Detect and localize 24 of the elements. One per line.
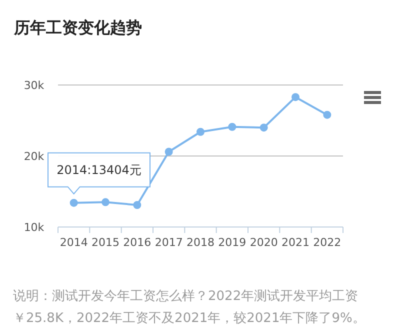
- x-tick-label: 2018: [186, 236, 214, 249]
- point: [292, 93, 300, 102]
- x-tick-label: 2021: [282, 236, 310, 249]
- point: [70, 198, 78, 207]
- x-tick-label: 2022: [313, 236, 342, 249]
- x-tick-label: 2017: [154, 236, 183, 249]
- point: [196, 128, 204, 136]
- text: 说明：测试开发今年工资怎么样？2022年测试开发平均工资￥25.8K，2022年工资不及2021年，较2021年下降了9%。: [13, 288, 366, 328]
- y-tick-label: 10k: [24, 220, 45, 234]
- y-tick-label: 30k: [24, 78, 45, 92]
- x-tick-label: 2020: [250, 236, 278, 249]
- y-tick-label: 20k: [24, 150, 45, 163]
- point: [228, 122, 236, 131]
- x-tick-label: 2019: [218, 236, 246, 249]
- point: [102, 198, 110, 206]
- point: [260, 124, 268, 132]
- x-tick-label: 2015: [92, 236, 120, 249]
- point: [164, 148, 173, 156]
- point: [323, 110, 332, 119]
- x-tick-label: 2016: [123, 236, 152, 249]
- chart-title: 历年工资变化趋势: [13, 18, 142, 37]
- x-tick-label: 2014: [60, 236, 88, 249]
- point: [133, 200, 142, 209]
- annotation: 2014:13404元: [56, 163, 142, 178]
